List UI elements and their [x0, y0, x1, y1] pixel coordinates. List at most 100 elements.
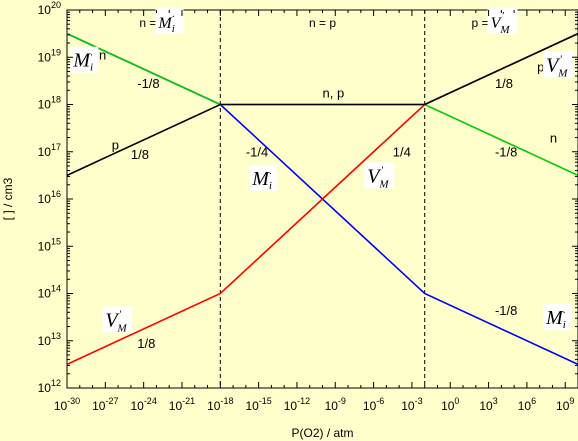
defect-symbol: VM ' [546, 53, 568, 79]
defect-label-box [102, 306, 133, 333]
x-tick-base: 10 [441, 399, 455, 413]
y-tick-exp: 20 [51, 0, 61, 10]
defect-symbol: Mi· [545, 307, 566, 331]
region-label-3: p = [472, 16, 489, 30]
y-tick-base: 10 [38, 381, 52, 395]
defect-label-box [249, 164, 278, 191]
x-tick-base: 10 [518, 399, 532, 413]
x-tick-exp: 9 [569, 396, 574, 406]
y-tick-label: 1018 [38, 95, 61, 112]
species-label-1: n [99, 48, 106, 63]
defect-symbol: Mi· [251, 168, 272, 192]
species-label-5: n [550, 130, 557, 145]
y-tick-label: 1013 [38, 331, 61, 348]
slope-label-4: 1/4 [393, 144, 411, 159]
region-label-1: n = [139, 16, 156, 30]
y-tick-label: 1015 [38, 236, 61, 253]
defect-sub: M [499, 24, 510, 36]
defect-label-box [543, 51, 574, 78]
x-tick-base: 10 [284, 399, 298, 413]
x-tick-exp: -3 [415, 396, 423, 406]
x-tick-label: 10-21 [169, 396, 195, 413]
slope-label-1: -1/8 [137, 76, 159, 91]
x-tick-base: 10 [325, 399, 339, 413]
y-tick-label: 1019 [38, 47, 61, 64]
x-tick-base: 10 [245, 399, 259, 413]
slope-label-6: -1/8 [495, 144, 517, 159]
defect-sub: i [269, 180, 272, 192]
y-tick-exp: 19 [51, 47, 61, 57]
y-tick-exp: 15 [51, 236, 61, 246]
defect-symbol: VM ' [491, 10, 511, 36]
defect-sup: ' [559, 53, 562, 65]
slope-label-7: -1/8 [495, 303, 517, 318]
species-label-4: p, [537, 59, 548, 74]
defect-main: M [72, 50, 91, 72]
x-tick-label: 10-30 [54, 396, 80, 413]
defect-label-5: Mi· [543, 304, 572, 331]
defect-label-6: VM ' [543, 51, 574, 79]
defect-label-1: Mi· [70, 46, 99, 74]
defect-label-box [70, 46, 99, 73]
defect-sub: i [563, 319, 566, 331]
defect-label-2: Mi· [249, 164, 278, 192]
y-tick-base: 10 [38, 287, 52, 301]
x-tick-label: 103 [479, 396, 497, 413]
x-tick-exp: -9 [338, 396, 346, 406]
y-tick-label: 1020 [38, 0, 61, 17]
y-tick-base: 10 [38, 3, 52, 17]
defect-symbol: VM ' [367, 164, 389, 190]
defect-label-box [364, 162, 395, 189]
y-tick-base: 10 [38, 239, 52, 253]
y-axis-title: [ ] / cm3 [1, 177, 15, 220]
defect-symbol: Mi· [157, 12, 174, 35]
x-tick-exp: 6 [531, 396, 536, 406]
defect-sup: · [172, 12, 175, 23]
x-tick-exp: 3 [493, 396, 498, 406]
x-tick-label: 106 [518, 396, 536, 413]
x-tick-label: 10-12 [284, 396, 310, 413]
y-tick-base: 10 [38, 145, 52, 159]
x-tick-label: 100 [441, 396, 459, 413]
x-tick-exp: -27 [105, 396, 118, 406]
x-tick-base: 10 [169, 399, 183, 413]
defect-sup: ' [502, 10, 505, 22]
species-label-3: n, p [323, 85, 345, 100]
x-tick-base: 10 [207, 399, 221, 413]
defect-sup: · [90, 51, 93, 62]
x-tick-exp: -15 [259, 396, 272, 406]
axes: 10121013101410151016101710181019102010-3… [38, 0, 578, 413]
defect-sup: · [269, 169, 272, 180]
defect-sub: i [172, 23, 175, 35]
defect-symbol: Mi· [72, 50, 93, 74]
y-tick-label: 1017 [38, 142, 61, 159]
x-tick-base: 10 [556, 399, 570, 413]
region-label-defect-3: VM ' [487, 8, 518, 36]
x-tick-exp: -30 [67, 396, 80, 406]
x-tick-label: 10-3 [401, 396, 422, 413]
x-tick-base: 10 [479, 399, 493, 413]
x-tick-label: 10-6 [363, 396, 384, 413]
defect-label-box [543, 304, 572, 331]
y-tick-base: 10 [38, 50, 52, 64]
x-tick-exp: -24 [144, 396, 157, 406]
x-tick-exp: -21 [182, 396, 195, 406]
defect-label-4: VM ' [102, 306, 133, 335]
defect-main: V [546, 54, 561, 76]
defect-sup: ' [381, 164, 384, 176]
x-axis-title: P(O2) / atm [291, 426, 353, 440]
series-line-4 [66, 32, 578, 177]
regime-boundaries [219, 10, 426, 388]
defect-main: M [251, 168, 270, 190]
region-label-2: n = p [309, 16, 336, 30]
y-tick-base: 10 [38, 334, 52, 348]
x-tick-exp: -18 [220, 396, 233, 406]
slope-label-8: 1/8 [137, 336, 155, 351]
defect-main: M [157, 15, 173, 32]
x-tick-base: 10 [130, 399, 144, 413]
x-tick-base: 10 [363, 399, 377, 413]
x-tick-exp: -12 [297, 396, 310, 406]
x-tick-label: 10-27 [92, 396, 118, 413]
